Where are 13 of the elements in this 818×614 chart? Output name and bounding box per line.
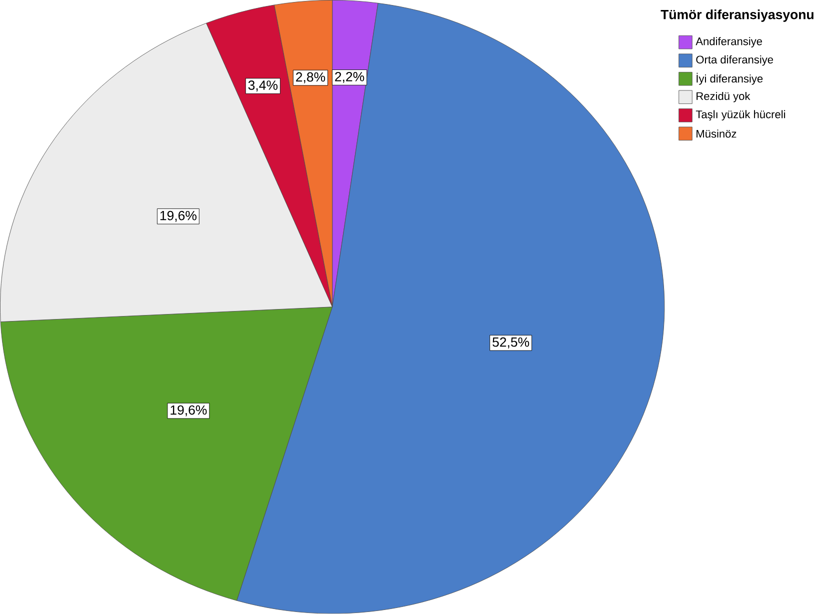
legend-label: Müsinöz: [696, 130, 736, 138]
data-label: 19,6%: [170, 405, 207, 416]
legend-label: Orta diferansiye: [696, 56, 774, 66]
data-label: 2,2%: [335, 72, 364, 84]
data-label: 19,6%: [160, 211, 196, 222]
data-label: 3,4%: [248, 80, 278, 92]
legend-label: Taşlı yüzük hücreli: [696, 110, 786, 121]
data-label: 2,8%: [296, 72, 326, 84]
legend-label: İyi diferansiye: [696, 73, 763, 85]
legend-label: Rezidü yok: [696, 92, 750, 102]
data-label: 52,5%: [492, 338, 530, 348]
legend-title: Tümör diferansiyasyonu: [660, 10, 814, 22]
legend-label: Andiferansiye: [696, 37, 762, 48]
